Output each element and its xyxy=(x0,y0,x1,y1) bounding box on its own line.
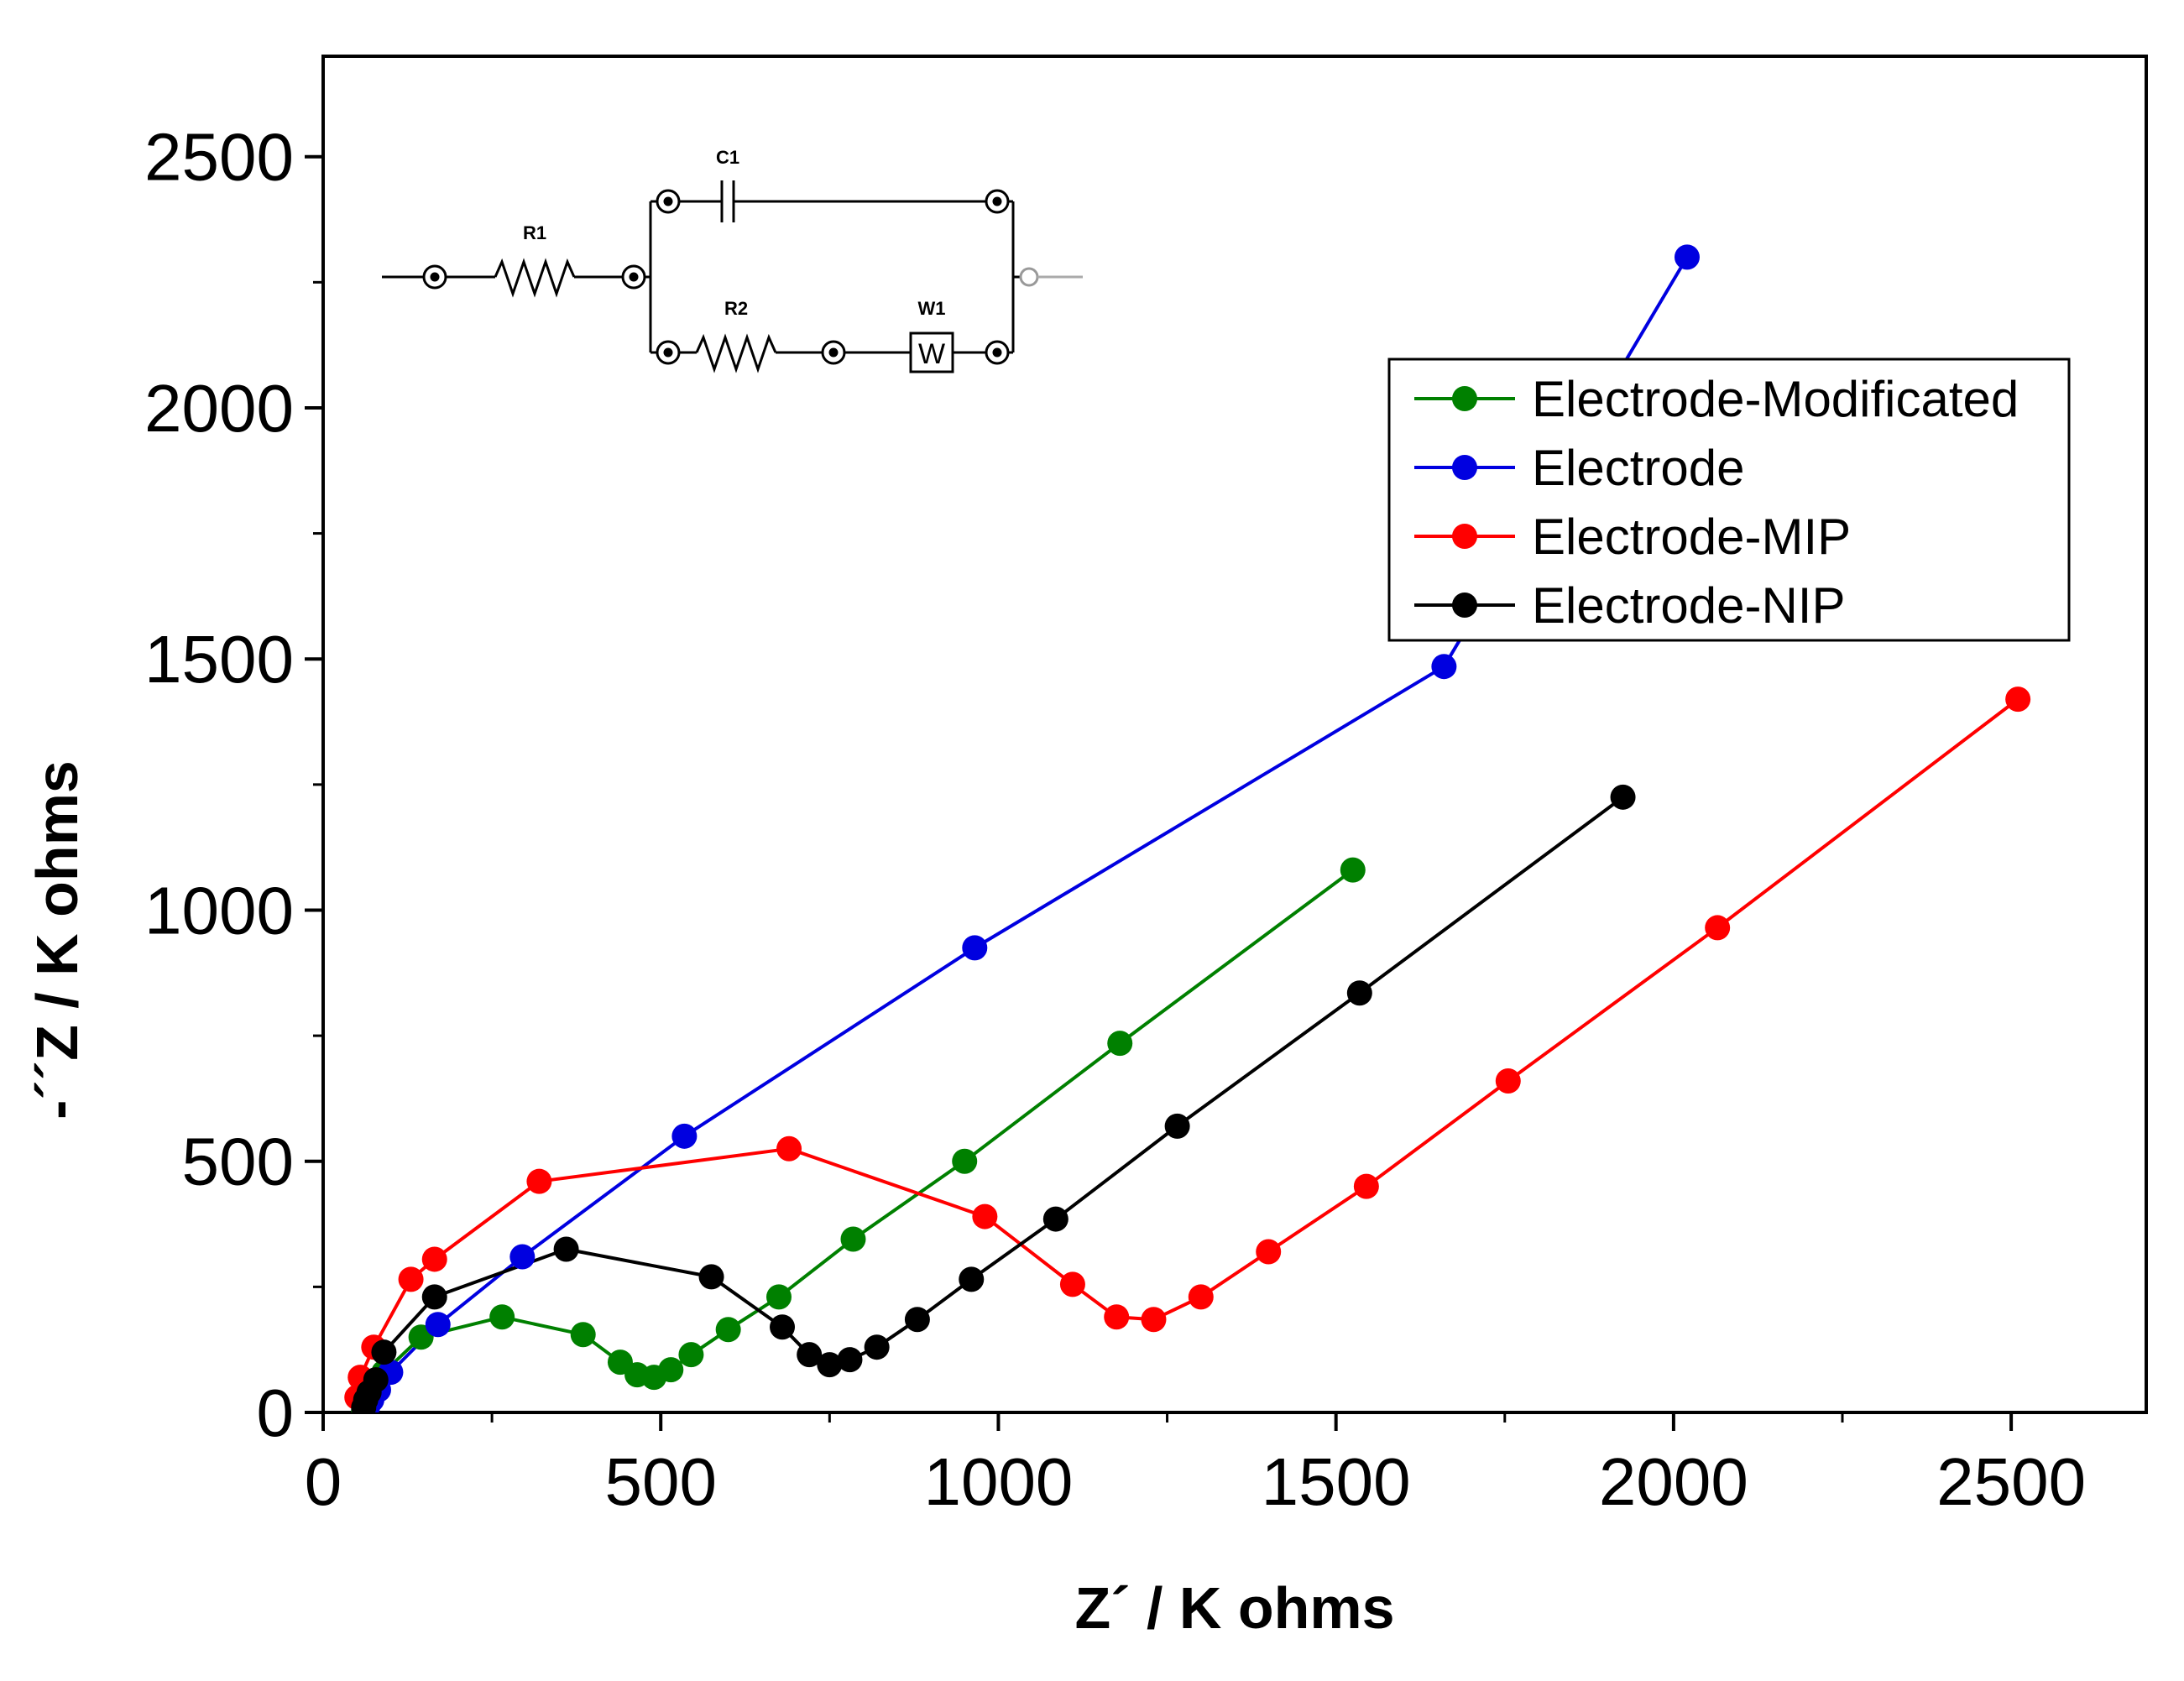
x-tick-label: 500 xyxy=(604,1444,716,1519)
w1-label: W1 xyxy=(918,298,946,319)
series-points xyxy=(344,244,2031,1412)
warburg-symbol: W xyxy=(918,338,945,370)
resistor-r1-symbol xyxy=(494,258,576,298)
x-tick-label: 1500 xyxy=(1262,1444,1411,1519)
circuit-node-dot xyxy=(663,347,673,358)
data-point-electrode-modificated xyxy=(658,1357,684,1383)
data-point-electrode-nip xyxy=(1164,1113,1190,1139)
data-point-electrode xyxy=(671,1123,698,1149)
circuit-node-dot xyxy=(828,347,839,358)
x-tick-label: 0 xyxy=(305,1444,342,1519)
y-tick-label: 1500 xyxy=(144,622,294,697)
y-tick-label: 0 xyxy=(257,1376,295,1450)
y-axis-title: -´´Z / K ohms xyxy=(24,760,90,1120)
r1-label: R1 xyxy=(523,222,546,243)
data-point-electrode-mip xyxy=(398,1266,424,1292)
data-point-electrode-nip xyxy=(1610,784,1636,810)
data-point-electrode-nip xyxy=(421,1284,447,1310)
data-point-electrode-nip xyxy=(371,1339,397,1365)
series-line-electrode-modificated xyxy=(362,868,1354,1411)
r2-label: R2 xyxy=(724,298,748,319)
data-point-electrode-mip xyxy=(1188,1284,1214,1310)
data-point-electrode-nip xyxy=(1042,1206,1068,1232)
data-point-electrode-mip xyxy=(1059,1271,1085,1297)
data-point-electrode xyxy=(1674,244,1700,270)
legend-marker-electrode-nip xyxy=(1452,593,1477,618)
data-point-electrode-mip xyxy=(526,1168,552,1194)
x-tick-label: 2500 xyxy=(1936,1444,2086,1519)
data-point-electrode-nip xyxy=(363,1367,389,1393)
circuit-node-dot xyxy=(629,272,639,282)
legend-label-electrode-modificated: Electrode-Modificated xyxy=(1532,371,2019,427)
legend-marker-electrode-modificated xyxy=(1452,386,1477,411)
x-axis-title: Z´ / K ohms xyxy=(1074,1575,1394,1641)
y-tick-label: 500 xyxy=(182,1125,294,1199)
data-point-electrode-modificated xyxy=(1107,1031,1133,1057)
data-point-electrode-nip xyxy=(837,1347,863,1373)
data-point-electrode xyxy=(1431,654,1457,680)
legend-marker-electrode xyxy=(1452,455,1477,480)
y-tick-label: 2000 xyxy=(144,371,294,446)
data-point-electrode-mip xyxy=(1495,1068,1521,1094)
data-point-electrode-nip xyxy=(864,1334,890,1360)
data-point-electrode-mip xyxy=(1705,915,1731,941)
circuit-node-dot xyxy=(992,196,1002,206)
data-point-electrode-nip xyxy=(1346,980,1372,1006)
plot-frame xyxy=(321,55,2148,1414)
series-line-electrode-mip xyxy=(355,697,2019,1398)
data-point-electrode-nip xyxy=(698,1264,724,1290)
axis-ticks xyxy=(305,154,2014,1431)
x-tick-label: 1000 xyxy=(923,1444,1073,1519)
data-point-electrode xyxy=(962,935,988,961)
data-point-electrode-mip xyxy=(2005,686,2031,713)
resistor-r2-symbol xyxy=(695,333,777,373)
circuit-node-dot xyxy=(663,196,673,206)
data-point-electrode-modificated xyxy=(952,1148,978,1174)
legend-box xyxy=(1387,358,2071,642)
data-point-electrode-modificated xyxy=(489,1304,515,1330)
data-point-electrode-nip xyxy=(904,1307,930,1333)
tick-labels: 0 500 1000 1500 2000 2500 0 500 1000 1500 2000 2500 xyxy=(144,120,2086,1519)
y-tick-label: 1000 xyxy=(144,873,294,948)
data-point-electrode-nip xyxy=(770,1314,796,1340)
data-point-electrode-mip xyxy=(972,1203,998,1229)
data-point-electrode-mip xyxy=(776,1135,802,1162)
x-tick-label: 2000 xyxy=(1599,1444,1748,1519)
legend: Electrode-Modificated Electrode Electrode-… xyxy=(1387,358,2071,642)
legend-marker-electrode-mip xyxy=(1452,524,1477,549)
data-point-electrode-nip xyxy=(959,1266,985,1292)
circuit-output-node xyxy=(1019,267,1039,287)
c1-label: C1 xyxy=(716,147,739,168)
data-point-electrode-mip xyxy=(1104,1304,1130,1330)
series-line-electrode-nip xyxy=(362,796,1624,1408)
legend-label-electrode-nip: Electrode-NIP xyxy=(1532,577,1845,634)
data-point-electrode-modificated xyxy=(1340,857,1366,883)
data-point-electrode xyxy=(425,1312,451,1338)
circuit-node-dot xyxy=(430,272,440,282)
legend-label-electrode: Electrode xyxy=(1532,440,1744,496)
data-point-electrode-nip xyxy=(817,1352,843,1378)
data-point-electrode-mip xyxy=(1256,1239,1282,1265)
data-point-electrode-modificated xyxy=(715,1317,741,1343)
circuit-node-dot xyxy=(992,347,1002,358)
data-point-electrode-mip xyxy=(1353,1173,1379,1199)
data-point-electrode-mip xyxy=(421,1246,447,1272)
data-point-electrode-modificated xyxy=(840,1226,866,1252)
data-point-electrode-nip xyxy=(797,1342,823,1368)
data-point-electrode-nip xyxy=(553,1236,579,1262)
data-point-electrode-mip xyxy=(1141,1307,1167,1333)
equivalent-circuit-inset xyxy=(382,180,1083,373)
data-point-electrode-modificated xyxy=(570,1322,596,1348)
data-point-electrode-modificated xyxy=(678,1342,704,1368)
warburg-element-box xyxy=(909,332,954,373)
y-tick-label: 2500 xyxy=(144,120,294,195)
data-point-electrode-modificated xyxy=(766,1284,792,1310)
legend-label-electrode-mip: Electrode-MIP xyxy=(1532,509,1851,565)
data-point-electrode xyxy=(509,1244,536,1270)
